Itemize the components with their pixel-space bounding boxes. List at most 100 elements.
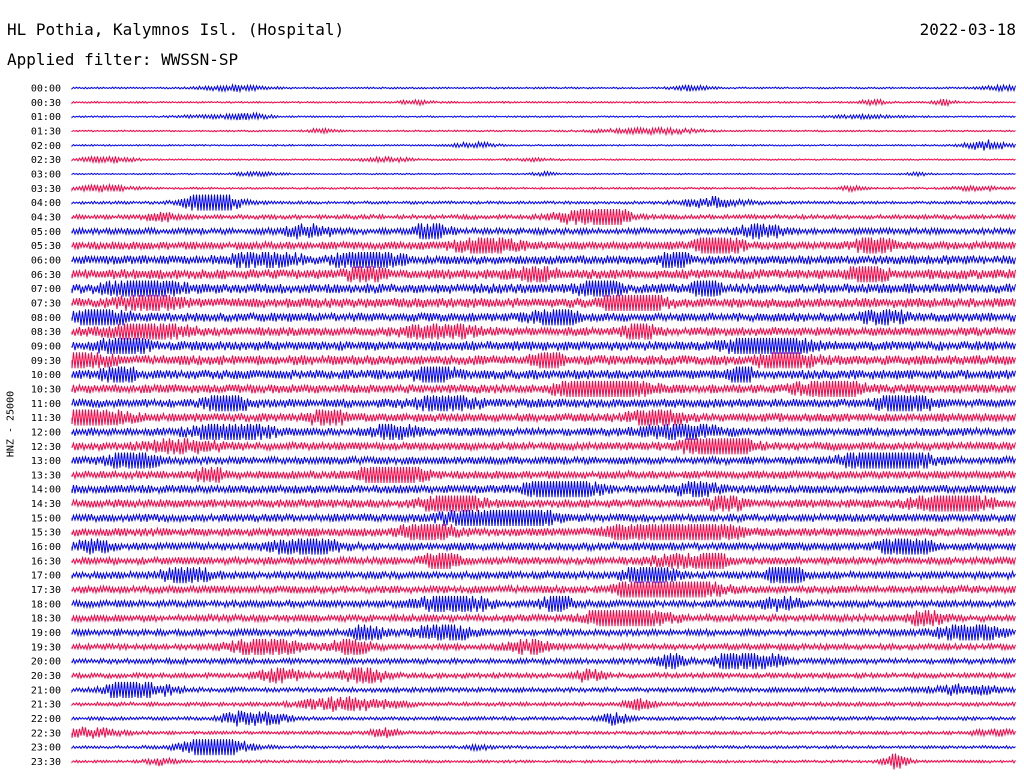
seismic-trace	[71, 739, 1016, 756]
row-time-label: 04:30	[31, 212, 61, 223]
row-time-label: 14:30	[31, 499, 61, 510]
seismic-trace	[71, 552, 1016, 569]
row-time-label: 09:00	[31, 341, 61, 352]
row-time-label: 23:30	[31, 757, 61, 768]
row-time-label: 19:30	[31, 642, 61, 653]
seismic-trace	[71, 208, 1016, 226]
seismic-trace	[71, 696, 1016, 712]
row-time-label: 13:30	[31, 470, 61, 481]
row-time-label: 22:00	[31, 714, 61, 725]
row-time-label: 12:00	[31, 427, 61, 438]
seismic-trace	[71, 667, 1016, 684]
row-time-label: 23:00	[31, 743, 61, 754]
row-time-label: 10:30	[31, 384, 61, 395]
row-time-label: 10:00	[31, 370, 61, 381]
seismic-trace	[71, 266, 1016, 283]
row-time-label: 22:30	[31, 728, 61, 739]
row-time-label: 15:30	[31, 528, 61, 539]
date-label: 2022-03-18	[919, 20, 1016, 39]
seismic-trace	[71, 509, 1016, 526]
row-time-label: 02:30	[31, 155, 61, 166]
row-time-label: 11:00	[31, 399, 61, 410]
row-time-label: 13:00	[31, 456, 61, 467]
row-time-label: 04:00	[31, 198, 61, 209]
row-time-label: 01:00	[31, 112, 61, 123]
seismic-trace	[71, 309, 1016, 326]
seismic-trace	[71, 223, 1016, 240]
row-time-label: 15:00	[31, 513, 61, 524]
row-time-label: 05:00	[31, 227, 61, 238]
seismic-trace	[71, 294, 1016, 311]
row-time-label: 03:00	[31, 169, 61, 180]
row-time-label: 08:00	[31, 313, 61, 324]
row-time-label: 00:30	[31, 98, 61, 109]
seismic-trace	[71, 726, 1016, 739]
seismic-trace	[71, 423, 1016, 440]
seismic-trace	[71, 481, 1016, 498]
seismic-trace	[71, 98, 1016, 108]
seismic-trace	[71, 352, 1016, 369]
station-title: HL Pothia, Kalymnos Isl. (Hospital)	[7, 20, 345, 39]
row-time-label: 16:30	[31, 556, 61, 567]
seismic-trace	[71, 595, 1016, 612]
row-time-label: 18:30	[31, 614, 61, 625]
seismic-trace	[71, 125, 1016, 137]
row-time-label: 05:30	[31, 241, 61, 252]
row-time-label: 17:00	[31, 571, 61, 582]
seismic-trace	[71, 452, 1016, 469]
row-time-label: 14:00	[31, 485, 61, 496]
seismic-trace	[71, 82, 1016, 94]
row-time-label: 07:30	[31, 298, 61, 309]
seismic-trace	[71, 194, 1016, 211]
seismic-trace	[71, 653, 1016, 670]
seismic-trace	[71, 182, 1016, 194]
seismic-trace	[71, 495, 1016, 512]
row-time-label: 08:30	[31, 327, 61, 338]
row-time-label: 06:00	[31, 255, 61, 266]
row-time-label: 06:30	[31, 270, 61, 281]
row-time-label: 02:00	[31, 141, 61, 152]
seismic-trace	[71, 409, 1016, 426]
seismic-trace	[71, 524, 1016, 541]
row-time-label: 03:30	[31, 184, 61, 195]
seismic-trace	[71, 538, 1016, 555]
seismic-trace	[71, 638, 1016, 655]
row-time-label: 09:30	[31, 356, 61, 367]
row-time-label: 19:00	[31, 628, 61, 639]
seismic-trace	[71, 237, 1016, 254]
seismic-trace	[71, 323, 1016, 340]
seismic-trace	[71, 567, 1016, 584]
seismic-trace	[71, 438, 1016, 455]
row-time-label: 21:30	[31, 700, 61, 711]
seismic-trace	[71, 366, 1016, 383]
seismic-trace	[71, 251, 1016, 269]
seismic-trace	[71, 681, 1016, 698]
row-time-label: 01:30	[31, 126, 61, 137]
seismic-trace	[71, 170, 1016, 178]
row-time-label: 18:00	[31, 599, 61, 610]
row-time-label: 17:30	[31, 585, 61, 596]
seismic-trace	[71, 753, 1016, 770]
seismic-trace	[71, 139, 1016, 151]
row-time-label: 12:30	[31, 442, 61, 453]
row-time-label: 20:30	[31, 671, 61, 682]
seismic-trace	[71, 111, 1016, 121]
seismic-trace	[71, 395, 1016, 412]
row-time-label: 20:00	[31, 657, 61, 668]
seismic-trace	[71, 624, 1016, 641]
seismic-trace	[71, 610, 1016, 627]
filter-label: Applied filter: WWSSN-SP	[7, 50, 239, 69]
seismic-trace	[71, 581, 1016, 598]
seismic-trace	[71, 337, 1016, 354]
row-time-label: 21:00	[31, 685, 61, 696]
row-time-label: 16:00	[31, 542, 61, 553]
seismic-trace	[71, 466, 1016, 483]
seismic-trace	[71, 155, 1016, 165]
row-time-label: 00:00	[31, 84, 61, 95]
seismic-trace	[71, 280, 1016, 297]
seismic-trace	[71, 710, 1016, 727]
row-time-label: 07:00	[31, 284, 61, 295]
seismic-trace	[71, 380, 1016, 397]
row-time-label: 11:30	[31, 413, 61, 424]
